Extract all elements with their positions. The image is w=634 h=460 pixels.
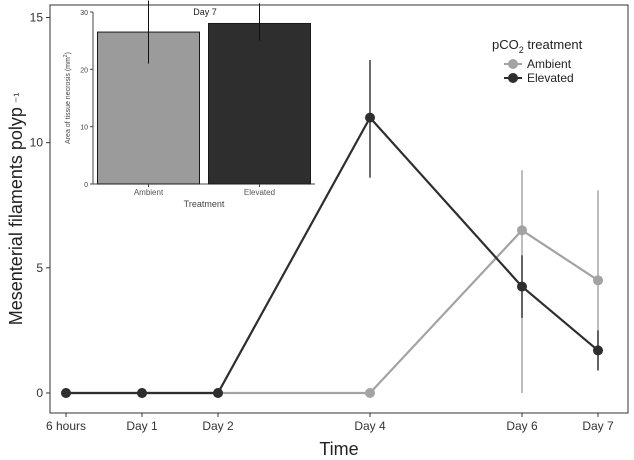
data-point	[517, 225, 527, 236]
inset-chart: 0 10 20 30 Ambient Elevated Treatment Day 7 Area…	[56, 0, 318, 210]
data-point	[61, 387, 71, 398]
x-tick-label: 6 hours	[46, 419, 86, 433]
inset-x-axis-title: Treatment	[184, 199, 225, 209]
data-point	[213, 387, 223, 398]
y-axis-title-text: Mesenterial filaments polyp	[6, 107, 26, 325]
legend-title-subscript: 2	[519, 45, 524, 55]
inset-y-axis-title-suffix: )	[65, 52, 72, 54]
legend-label: Elevated	[527, 71, 574, 85]
y-tick-label: 5	[36, 261, 43, 275]
data-point	[137, 387, 147, 398]
legend-key-point	[508, 59, 518, 69]
inset-y-tick-label: 0	[84, 182, 88, 189]
x-tick-label: Day 1	[126, 419, 158, 433]
x-tick-label: Day 2	[202, 419, 234, 433]
x-tick-label: Day 4	[354, 419, 386, 433]
data-point	[517, 281, 527, 292]
y-tick-label: 0	[36, 386, 43, 400]
inset-x-tick-label: Elevated	[244, 188, 275, 197]
series-line	[66, 116, 599, 395]
inset-y-tick-label: 30	[80, 10, 88, 17]
inset-bar	[208, 22, 311, 185]
data-point	[593, 275, 603, 286]
inset-y-axis-title-superscript: 2	[63, 54, 69, 57]
series-elevated	[61, 60, 603, 398]
legend-title-prefix: pCO	[492, 37, 519, 52]
x-tick-label: Day 6	[506, 419, 538, 433]
inset-x-tick-label: Ambient	[134, 188, 164, 197]
data-point	[365, 387, 375, 398]
inset-y-tick-label: 10	[80, 125, 88, 132]
y-axis-title-unit: ⁻¹	[11, 93, 25, 103]
y-axis-title: Mesenterial filaments polyp ⁻¹	[6, 93, 26, 325]
y-tick-label: 10	[30, 136, 44, 150]
inset-title: Day 7	[193, 7, 217, 17]
data-point	[365, 112, 375, 123]
legend-label: Ambient	[527, 57, 572, 71]
legend-key-point	[508, 73, 518, 83]
x-axis-title: Time	[319, 439, 358, 459]
inset-y-axis-title: Area of tissue necrosis (mm2)	[63, 52, 72, 144]
data-point	[593, 345, 603, 356]
x-tick-label: Day 7	[582, 419, 614, 433]
legend-title-suffix: treatment	[524, 37, 583, 52]
inset-y-tick-label: 20	[80, 67, 88, 74]
y-tick-label: 15	[30, 11, 44, 25]
legend-title: pCO2 treatment	[492, 37, 583, 55]
inset-y-axis-title-prefix: Area of tissue necrosis (mm	[65, 57, 72, 144]
